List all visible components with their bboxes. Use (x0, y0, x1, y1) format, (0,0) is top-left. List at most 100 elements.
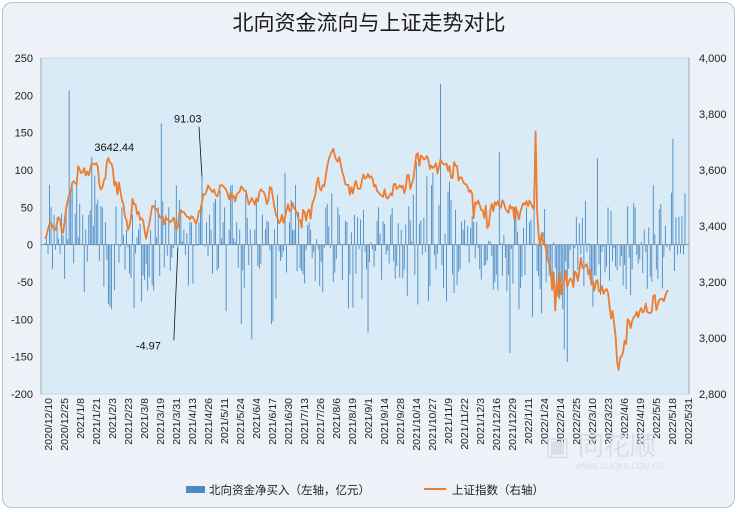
bar-northbound (616, 244, 618, 271)
x-axis-tick: 2021/10/14 (411, 398, 423, 451)
bar-northbound (47, 244, 49, 254)
bar-northbound (136, 237, 138, 245)
bar-northbound (456, 244, 458, 285)
bar-northbound (406, 244, 408, 296)
bar-northbound (376, 220, 378, 245)
bar-northbound (459, 244, 461, 270)
bar-northbound (109, 244, 111, 307)
bar-northbound (328, 226, 330, 245)
bar-northbound (587, 243, 589, 245)
bar-northbound (89, 210, 91, 245)
bar-northbound (417, 244, 419, 305)
bar-northbound (255, 200, 257, 245)
x-axis-tick: 2021/6/4 (251, 398, 263, 439)
x-axis-tick: 2020/12/25 (59, 398, 71, 451)
bar-northbound (506, 244, 508, 292)
bar-northbound (304, 244, 306, 284)
bar-northbound (236, 222, 238, 245)
bar-northbound (541, 244, 543, 314)
bar-northbound (127, 244, 129, 248)
bar-northbound (443, 244, 444, 289)
bar-northbound (606, 244, 607, 267)
x-axis-tick: 2021/8/19 (347, 398, 359, 445)
bar-northbound (370, 242, 372, 245)
bar-northbound (652, 184, 654, 245)
bar-northbound (215, 198, 217, 245)
bar-northbound (100, 205, 102, 245)
bar-northbound (209, 214, 210, 245)
bar-northbound (373, 244, 375, 267)
bar-northbound (379, 234, 381, 245)
bar-northbound (560, 244, 562, 282)
bar-northbound (426, 176, 428, 245)
bar-northbound (399, 244, 401, 278)
bar-northbound (654, 234, 656, 245)
bar-northbound (580, 244, 582, 255)
bar-northbound (248, 244, 250, 266)
bar-northbound (283, 244, 284, 252)
bar-northbound (378, 207, 380, 245)
bar-northbound (187, 244, 189, 286)
bar-northbound (264, 229, 266, 245)
bar-northbound (198, 222, 200, 245)
bar-northbound (254, 229, 256, 245)
bar-northbound (316, 239, 318, 245)
bar-northbound (590, 244, 592, 282)
x-axis-tick: 2022/2/25 (571, 398, 583, 445)
bar-northbound (566, 244, 568, 363)
bar-northbound (346, 222, 348, 245)
x-axis-tick: 2021/10/27 (427, 398, 439, 451)
bar-northbound (600, 244, 601, 295)
bar-northbound (518, 244, 520, 310)
bar-northbound (574, 244, 576, 249)
bar-northbound (275, 244, 277, 299)
bar-northbound (201, 176, 203, 245)
bar-northbound (73, 244, 75, 264)
bar-northbound (480, 244, 482, 280)
x-axis-tick: 2022/5/31 (683, 398, 695, 445)
bar-northbound (526, 207, 527, 245)
x-axis-tick: 2021/3/19 (155, 398, 167, 445)
x-axis-tick: 2022/1/11 (523, 398, 535, 444)
left-axis-tick: 250 (15, 53, 33, 65)
bar-northbound (331, 193, 333, 245)
x-axis-tick: 2021/5/24 (235, 398, 247, 445)
bar-northbound (677, 244, 678, 255)
bar-northbound (64, 244, 66, 279)
bar-northbound (598, 244, 600, 265)
bar-northbound (88, 214, 90, 245)
bar-northbound (500, 243, 502, 245)
left-axis-tick: 50 (21, 202, 33, 214)
bar-northbound (246, 217, 248, 245)
bar-northbound (628, 244, 630, 258)
x-axis-tick: 2021/3/31 (171, 398, 183, 445)
bar-northbound (501, 244, 503, 276)
bar-northbound (390, 214, 392, 245)
bar-northbound (360, 219, 361, 245)
bar-northbound (204, 244, 206, 247)
x-axis-tick: 2022/4/6 (619, 398, 631, 439)
bar-northbound (646, 244, 648, 289)
bar-northbound (118, 244, 120, 263)
bar-northbound (308, 222, 310, 245)
bar-northbound (405, 224, 407, 245)
bar-northbound (464, 219, 466, 245)
bar-northbound (162, 201, 164, 245)
x-axis-tick: 2022/2/14 (555, 398, 567, 445)
bar-northbound (593, 244, 595, 275)
x-axis-tick: 2021/12/16 (491, 398, 503, 451)
bar-northbound (97, 199, 99, 245)
bar-northbound (427, 244, 429, 302)
bar-northbound (441, 244, 443, 266)
bar-northbound (98, 244, 100, 261)
bar-northbound (523, 227, 524, 245)
bar-northbound (449, 181, 450, 245)
x-axis-tick: 2021/1/8 (75, 398, 87, 439)
bar-northbound (159, 244, 161, 276)
left-axis-tick: -150 (11, 352, 33, 364)
bar-northbound (402, 244, 404, 279)
bar-northbound (421, 244, 423, 255)
bar-northbound (147, 244, 149, 291)
bar-northbound (207, 244, 209, 257)
x-axis-tick: 2021/12/3 (475, 398, 487, 445)
